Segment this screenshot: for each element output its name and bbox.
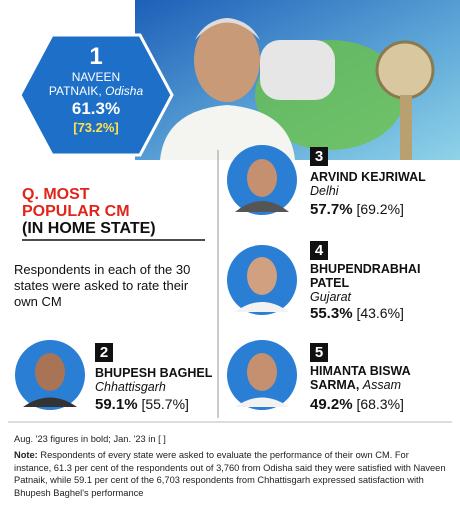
state: Assam	[362, 378, 401, 392]
rank: 3	[310, 147, 328, 166]
portrait-hair	[195, 18, 260, 40]
question-line: (IN HOME STATE)	[22, 220, 156, 237]
hexagon	[18, 33, 174, 157]
rank: 1	[89, 43, 103, 70]
rank: 2	[95, 343, 113, 362]
aug-share: 61.3%	[71, 99, 121, 118]
name: HIMANTA BISWA	[310, 364, 411, 378]
trophy	[400, 95, 412, 160]
trophy	[375, 40, 435, 100]
question: Q. MOST POPULAR CM (IN HOME STATE)	[22, 186, 156, 237]
name: NAVEEN	[71, 70, 121, 84]
name: BHUPESH BAGHEL	[95, 366, 213, 380]
aug-share: 55.3%	[310, 305, 353, 322]
rank: 5	[310, 343, 328, 362]
name: PATEL	[310, 276, 350, 290]
portrait-face	[194, 18, 260, 102]
name: PATNAIK,	[48, 84, 102, 98]
question-line: Q. MOST	[22, 186, 90, 203]
avatar	[227, 340, 297, 410]
jan-share: [73.2%]	[73, 120, 119, 135]
top-entry: 1 NAVEEN PATNAIK, Odisha 61.3% [73.2%]	[20, 43, 172, 136]
jan-share: [43.6%]	[356, 305, 404, 321]
note-text: Respondents of every state were asked to…	[14, 450, 446, 498]
name: HIMANTA BISWA SARMA, Assam	[310, 364, 411, 392]
name: ARVIND KEJRIWAL	[310, 170, 426, 184]
rank: 4	[310, 241, 328, 260]
name: ARVIND KEJRIWAL Delhi	[310, 170, 426, 198]
name: BHUPENDRABHAI PATEL Gujarat	[310, 262, 420, 304]
state: Odisha	[105, 84, 144, 98]
name: SARMA,	[310, 378, 360, 392]
aug-share: 57.7%	[310, 201, 353, 218]
question-line: POPULAR CM	[22, 203, 130, 220]
avatar	[227, 145, 297, 215]
state: Gujarat	[310, 290, 351, 304]
jan-share: [68.3%]	[356, 396, 404, 412]
photo-decor	[260, 40, 335, 100]
jan-share: [69.2%]	[356, 201, 404, 217]
avatar	[227, 245, 297, 315]
aug-share: 49.2%	[310, 396, 353, 413]
footnote: Note: Respondents of every state were as…	[14, 449, 446, 499]
legend-note: Aug. '23 figures in bold; Jan. '23 in [ …	[14, 434, 166, 444]
description: Respondents in each of the 30 states wer…	[14, 262, 191, 309]
name: BHUPESH BAGHEL Chhattisgarh	[95, 366, 212, 394]
note-label: Note:	[14, 450, 38, 460]
state: Chhattisgarh	[95, 380, 166, 394]
name: BHUPENDRABHAI	[310, 262, 421, 276]
aug-share: 59.1%	[95, 396, 138, 413]
jan-share: [55.7%]	[141, 396, 189, 412]
state: Delhi	[310, 184, 339, 198]
avatar	[15, 340, 85, 410]
